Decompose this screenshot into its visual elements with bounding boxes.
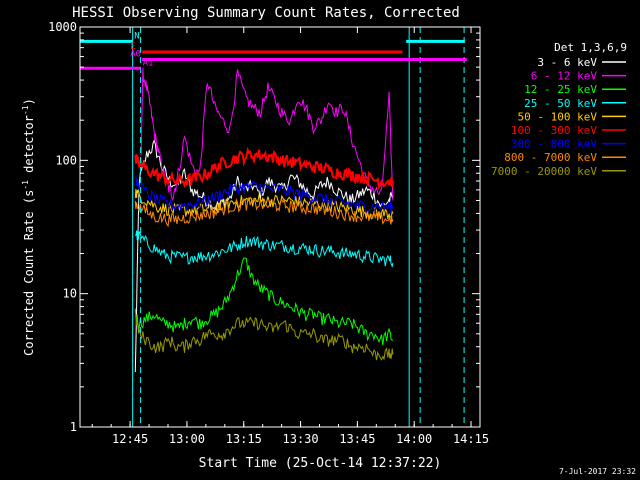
x-tick-label-3: 13:15 [226, 432, 262, 446]
series-line-2 [140, 67, 394, 202]
plot-frame [79, 26, 481, 428]
legend-label-4: 25 - 50 keV [524, 97, 597, 110]
y-axis-label-sup2: -1 [21, 105, 30, 115]
state-label-e: E [130, 42, 135, 52]
legend-label-5: 50 - 100 keV [518, 110, 598, 123]
y-axis-label-main: Corrected Count Rate (s [22, 190, 36, 356]
x-tick-label-1: 12:45 [112, 432, 148, 446]
axis-ticks: 12:45 13:00 13:15 13:30 13:45 14:00 14:15 1 10 10… [48, 20, 489, 446]
series-line-7 [134, 174, 394, 214]
legend-label-7: 300 - 800 keV [511, 138, 597, 151]
legend-label-1: 3 - 6 keV [537, 56, 597, 69]
x-tick-label-2: 13:00 [169, 432, 205, 446]
legend-label-2: 6 - 12 keV [531, 70, 598, 83]
x-tick-label-7: 14:15 [453, 432, 489, 446]
state-label-a0: A0 [130, 50, 141, 60]
legend-title: Det 1,3,6,9 [554, 41, 627, 54]
y-tick-label-4: 1000 [48, 20, 77, 34]
render-timestamp: 7-Jul-2017 23:32 [559, 467, 636, 476]
y-tick-label-1: 1 [70, 420, 77, 434]
x-axis-label: Start Time (25-Oct-14 12:37:22) [199, 456, 442, 471]
chart-title: HESSI Observing Summary Count Rates, Cor… [72, 5, 460, 21]
series-line-4 [134, 230, 394, 267]
x-tick-label-6: 14:00 [396, 432, 432, 446]
x-tick-label-5: 13:45 [339, 432, 375, 446]
series-line-6 [134, 146, 394, 190]
y-axis-label-end: ) [22, 98, 36, 105]
series-line-3 [134, 257, 394, 345]
series-line-9 [134, 308, 394, 361]
y-axis-label-mid: detector [22, 115, 36, 180]
series-line-8 [134, 196, 394, 228]
y-tick-label-3: 100 [55, 153, 77, 167]
legend-label-3: 12 - 25 keV [524, 83, 597, 96]
legend-label-6: 100 - 300 keV [511, 124, 597, 137]
y-axis-label-sup1: -1 [21, 180, 30, 190]
legend-label-9: 7000 - 20000 keV [491, 165, 597, 178]
y-tick-label-2: 10 [63, 287, 77, 301]
state-label-n: N [134, 31, 139, 41]
legend-label-8: 800 - 7000 keV [504, 151, 597, 164]
x-tick-label-4: 13:30 [283, 432, 319, 446]
y-axis-label: Corrected Count Rate (s-1 detector-1) [21, 98, 36, 356]
state-label-a1: A1 [143, 58, 154, 68]
